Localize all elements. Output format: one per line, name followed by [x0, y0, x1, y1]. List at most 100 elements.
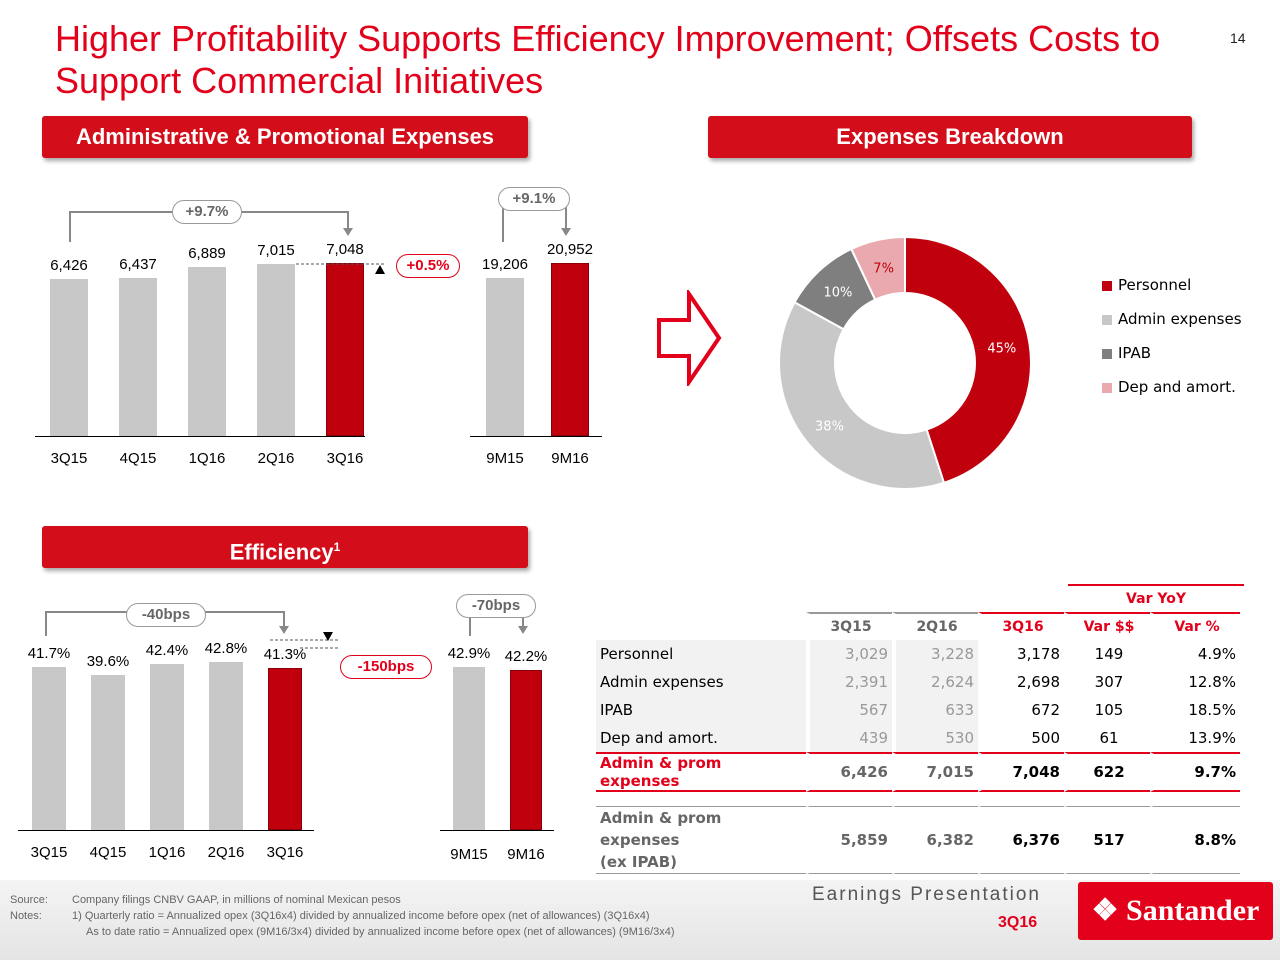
data-label-3Q15: 6,426 — [50, 256, 88, 274]
admin-ytd-pill: +9.1% — [498, 187, 570, 211]
eff-bar-2Q16 — [209, 662, 243, 830]
table-cell: 567 — [806, 696, 892, 724]
table-cell: 4.9% — [1150, 640, 1240, 668]
legend-label: Dep and amort. — [1118, 378, 1236, 396]
row-label: IPAB — [596, 696, 806, 724]
right-arrow-icon — [657, 290, 722, 386]
data-label-9M16: 20,952 — [547, 241, 593, 259]
spacer-cell — [596, 792, 1240, 806]
data-label-2Q16: 7,015 — [257, 242, 295, 260]
legend-swatch — [1102, 382, 1112, 393]
table-cell: 3,178 — [978, 640, 1064, 668]
notes-label: Notes: — [10, 910, 42, 922]
donut-slice-personnel — [904, 235, 1032, 485]
table-header-2: 3Q16 — [978, 612, 1064, 640]
admin-axis-ytd — [470, 436, 602, 437]
ex-cell: 6,376 — [978, 806, 1064, 874]
table-total-row: Admin & prom expenses 6,426 7,015 7,048 622 9… — [596, 752, 1240, 792]
flame-icon: ❖ — [1091, 894, 1119, 927]
admin-section-header: Administrative & Promotional Expenses — [42, 116, 528, 158]
bar-3Q16 — [326, 263, 364, 436]
efficiency-section-header: Efficiency1 — [42, 526, 528, 568]
total-cell: 6,426 — [806, 752, 892, 792]
eff-data-label-9M15: 42.9% — [447, 645, 491, 663]
legend-label: Personnel — [1118, 276, 1192, 294]
note-1: 1) Quarterly ratio = Annualized opex (3Q… — [72, 910, 650, 922]
table-cell: 105 — [1064, 696, 1150, 724]
table-cell: 149 — [1064, 640, 1150, 668]
table-cell: 530 — [892, 724, 978, 752]
eff-data-label-2Q16: 42.8% — [204, 640, 248, 658]
row-label: Dep and amort. — [596, 724, 806, 752]
table-cell: 13.9% — [1150, 724, 1240, 752]
data-label-3Q16: 7,048 — [326, 241, 364, 259]
total-cell: 9.7% — [1150, 752, 1240, 792]
ex-row-label: Admin & prom expenses (ex IPAB) — [596, 806, 806, 874]
donut-label-dep-and-amort-: 7% — [873, 261, 894, 276]
eff-data-label-4Q15: 39.6% — [86, 652, 130, 670]
table-cell: 12.8% — [1150, 668, 1240, 696]
expenses-donut-chart: 45% 38% 10% 7% — [778, 235, 1032, 490]
x-label-2Q16: 2Q16 — [257, 450, 295, 467]
page-number: 14 — [1230, 30, 1246, 46]
eff-qoq-pill: -150bps — [340, 655, 432, 679]
data-label-9M15: 19,206 — [482, 255, 528, 273]
eff-x-label-1Q16: 1Q16 — [148, 844, 186, 861]
admin-yoy-pill: +9.7% — [172, 200, 242, 224]
table-cell: 2,698 — [978, 668, 1064, 696]
table-cell: 439 — [806, 724, 892, 752]
legend-swatch — [1102, 314, 1112, 325]
table-ex-row: Admin & prom expenses (ex IPAB) 5,859 6,382… — [596, 806, 1240, 874]
table-cell: 18.5% — [1150, 696, 1240, 724]
source-label: Source: — [10, 894, 48, 906]
table-header-1: 2Q16 — [892, 612, 978, 640]
eff-data-label-1Q16: 42.4% — [145, 641, 189, 659]
eff-ytd-pill: -70bps — [456, 594, 536, 618]
table-cell: 307 — [1064, 668, 1150, 696]
table-cell: 2,391 — [806, 668, 892, 696]
total-cell: 7,048 — [978, 752, 1064, 792]
eff-bar-1Q16 — [150, 663, 184, 830]
legend-swatch — [1102, 280, 1112, 291]
ex-cell: 8.8% — [1150, 806, 1240, 874]
donut-slice-dep-and-amort- — [850, 235, 906, 301]
legend-item-ipab: IPAB — [1102, 344, 1151, 362]
admin-qoq-pill: +0.5% — [396, 254, 460, 278]
bar-1Q16 — [188, 267, 226, 436]
donut-label-personnel: 45% — [987, 342, 1016, 357]
eff-bar-3Q15 — [32, 666, 66, 830]
data-label-4Q15: 6,437 — [119, 256, 157, 274]
ex-row-label-line1: Admin & prom expenses — [600, 809, 722, 849]
legend-label: IPAB — [1118, 344, 1152, 362]
x-label-3Q15: 3Q15 — [50, 450, 88, 467]
legend-swatch — [1102, 348, 1112, 359]
total-row-label: Admin & prom expenses — [596, 752, 806, 792]
table-header-3: Var $$ — [1064, 612, 1150, 640]
table-corner — [596, 612, 806, 640]
legend-item-personnel: Personnel — [1102, 276, 1191, 294]
presentation-label: Earnings Presentation — [812, 884, 1041, 905]
bar-3Q15 — [50, 278, 88, 436]
row-label: Admin expenses — [596, 668, 806, 696]
eff-x-label-2Q16: 2Q16 — [207, 844, 245, 861]
table-cell: 61 — [1064, 724, 1150, 752]
table-group-header: Var YoY — [1126, 591, 1186, 607]
eff-x-label-3Q16: 3Q16 — [266, 844, 304, 861]
santander-logo: ❖ Santander — [1078, 882, 1273, 940]
table-row: Dep and amort. 439 530 500 61 13.9% — [596, 724, 1240, 752]
ex-cell: 517 — [1064, 806, 1150, 874]
data-label-1Q16: 6,889 — [188, 245, 226, 263]
x-label-9M16: 9M16 — [551, 450, 589, 467]
bar-9M16 — [551, 263, 589, 436]
admin-axis-quarterly — [35, 436, 365, 437]
source-text: Company filings CNBV GAAP, in millions o… — [72, 894, 401, 906]
table-row: Admin expenses 2,391 2,624 2,698 307 12.8% — [596, 668, 1240, 696]
eff-bar-9M15 — [453, 667, 485, 830]
donut-slice-admin-expenses — [778, 300, 946, 490]
donut-label-ipab: 10% — [823, 286, 852, 301]
eff-data-label-3Q16: 41.3% — [263, 646, 307, 664]
eff-x-label-9M15: 9M15 — [450, 846, 488, 863]
efficiency-footnote-mark: 1 — [333, 540, 341, 554]
table-header-row: 3Q15 2Q16 3Q16 Var $$ Var % — [596, 612, 1240, 640]
table-header-0: 3Q15 — [806, 612, 892, 640]
